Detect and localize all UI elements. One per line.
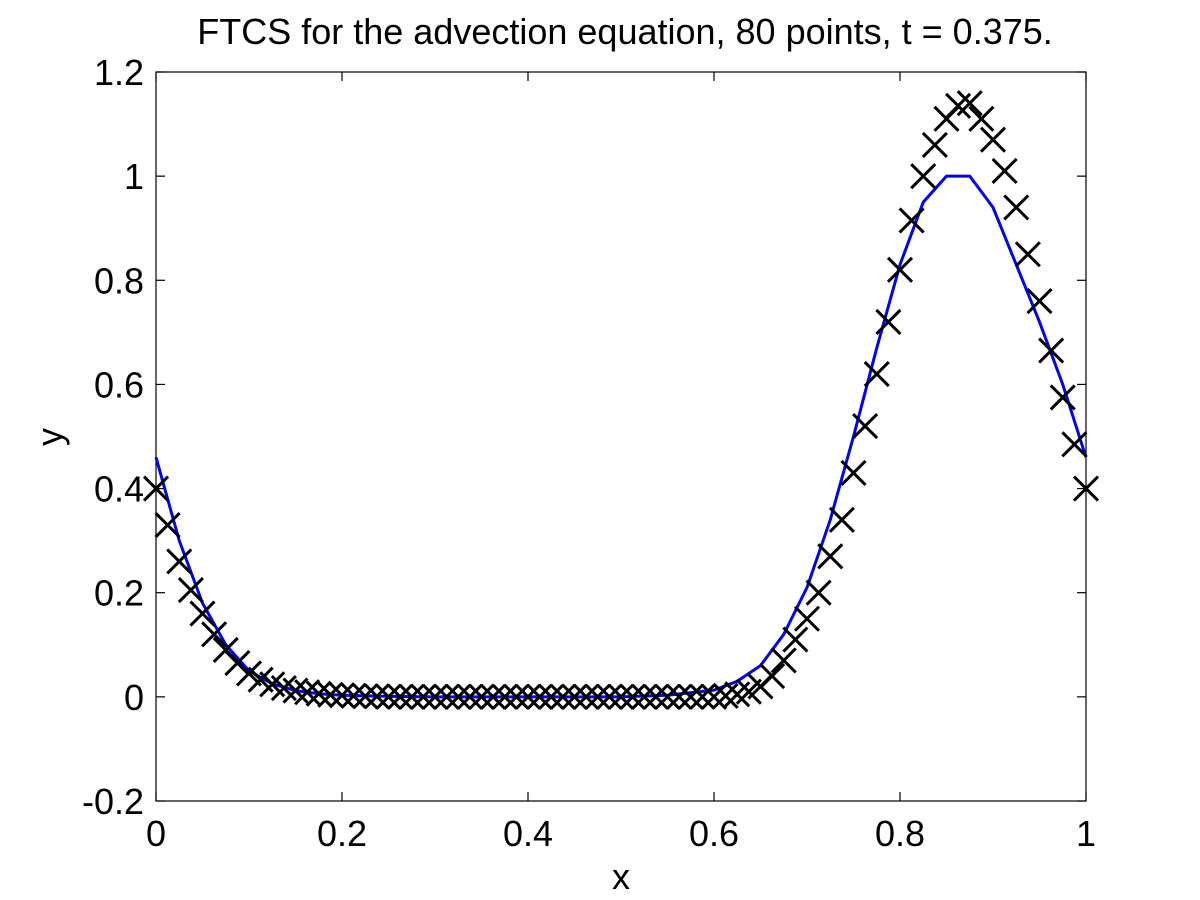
y-axis-label: y	[29, 428, 70, 446]
x-marker-61	[852, 413, 879, 440]
x-tick-label-0: 0	[146, 813, 166, 854]
x-marker-25	[433, 683, 460, 710]
ticks-layer	[155, 71, 1087, 802]
x-marker-21	[387, 683, 414, 710]
x-marker-44	[654, 683, 681, 710]
x-tick-label-5: 1	[1076, 813, 1096, 854]
x-marker-24	[421, 683, 449, 710]
x-marker-41	[619, 683, 646, 710]
x-marker-78	[1049, 384, 1076, 411]
x-marker-77	[1038, 337, 1065, 364]
x-marker-75	[1014, 241, 1041, 268]
x-marker-64	[886, 256, 914, 283]
x-marker-62	[863, 360, 890, 388]
x-marker-53	[759, 662, 786, 690]
x-marker-73	[991, 157, 1018, 184]
y-tick-label-2: 0.2	[94, 573, 144, 614]
x-marker-48	[700, 683, 728, 710]
x-marker-76	[1026, 288, 1053, 315]
y-tick-label-5: 0.8	[94, 260, 144, 301]
x-marker-35	[549, 683, 576, 710]
x-marker-70	[956, 90, 983, 117]
x-marker-22	[398, 683, 425, 710]
x-marker-13	[294, 679, 321, 706]
x-marker-31	[503, 683, 530, 710]
x-marker-57	[805, 579, 832, 606]
x-axis-label: x	[612, 856, 630, 897]
x-marker-30	[491, 683, 518, 710]
x-marker-15	[317, 681, 344, 708]
x-marker-71	[968, 105, 995, 132]
x-marker-5	[201, 621, 228, 648]
x-marker-17	[340, 682, 367, 709]
x-tick-label-3: 0.6	[689, 813, 739, 854]
x-marker-26	[445, 683, 472, 710]
y-tick-label-0: -0.2	[82, 781, 144, 822]
tick-labels: 0 0.2 0.4 0.6 0.8 1-0.200.20.40.60.811.2	[82, 52, 1096, 854]
x-marker-59	[828, 506, 855, 533]
x-marker-34	[538, 683, 565, 710]
plot-area	[142, 71, 1100, 802]
x-marker-1	[154, 511, 181, 539]
y-tick-label-6: 1	[124, 156, 144, 197]
x-marker-79	[1061, 431, 1088, 458]
x-marker-36	[561, 683, 588, 710]
x-marker-37	[573, 683, 600, 710]
x-marker-4	[189, 600, 216, 627]
x-marker-32	[514, 683, 542, 710]
x-marker-19	[363, 683, 390, 710]
y-tick-label-7: 1.2	[94, 52, 144, 93]
y-tick-label-4: 0.6	[94, 364, 144, 405]
x-marker-67	[921, 131, 948, 158]
x-marker-65	[898, 207, 925, 234]
x-marker-47	[689, 683, 716, 710]
x-marker-18	[352, 683, 379, 710]
x-marker-42	[631, 683, 658, 710]
x-marker-55	[782, 626, 809, 653]
x-marker-33	[526, 683, 553, 710]
x-marker-49	[712, 682, 739, 709]
x-marker-28	[468, 683, 495, 710]
x-marker-60	[840, 459, 867, 487]
y-tick-label-1: 0	[124, 677, 144, 718]
x-marker-12	[282, 677, 309, 704]
x-marker-58	[817, 543, 844, 570]
x-marker-16	[328, 682, 356, 709]
x-marker-3	[177, 577, 204, 604]
x-marker-46	[677, 683, 704, 710]
x-marker-0	[142, 475, 170, 502]
x-marker-63	[875, 308, 902, 336]
x-marker-74	[1003, 194, 1030, 221]
x-marker-43	[642, 683, 669, 710]
y-tick-label-3: 0.4	[94, 469, 144, 510]
x-marker-56	[793, 605, 821, 632]
series-marker-layer	[142, 90, 1100, 710]
x-tick-label-2: 0.4	[503, 813, 553, 854]
x-marker-54	[770, 647, 797, 674]
x-marker-27	[456, 683, 483, 710]
chart-title: FTCS for the advection equation, 80 poin…	[197, 11, 1053, 52]
x-marker-72	[979, 126, 1007, 153]
x-marker-39	[596, 683, 623, 710]
x-marker-2	[166, 548, 193, 575]
x-marker-45	[666, 683, 693, 710]
x-marker-29	[480, 683, 507, 710]
x-tick-label-1: 0.2	[317, 813, 367, 854]
x-marker-20	[375, 683, 402, 710]
x-marker-23	[410, 683, 437, 710]
x-marker-40	[607, 683, 635, 710]
x-marker-80	[1072, 475, 1100, 502]
x-marker-38	[584, 683, 611, 710]
x-tick-label-4: 0.8	[875, 813, 925, 854]
x-marker-14	[305, 680, 332, 707]
x-marker-66	[910, 163, 937, 190]
